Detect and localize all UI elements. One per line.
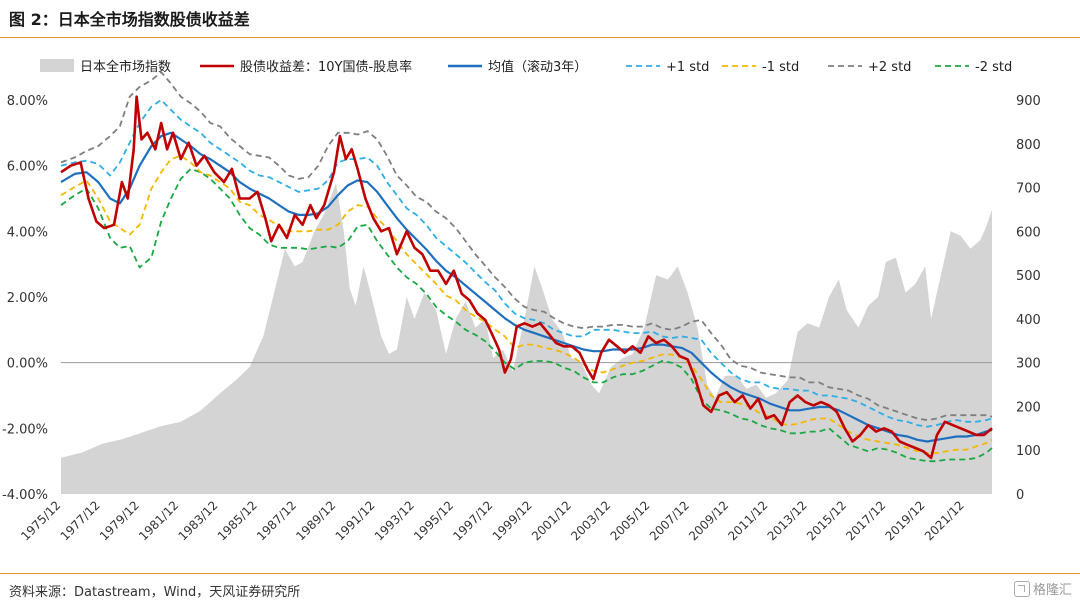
y-right-tick-label: 0 bbox=[1016, 488, 1024, 503]
legend-label-spread: 股债收益差：10Y国债-股息率 bbox=[240, 59, 412, 75]
y-axis-right: 900 800 700 600 500 400 300 200 100 0 bbox=[1016, 94, 1041, 503]
legend-item-plus2: +2 std bbox=[828, 60, 911, 75]
x-tick-label: 1991/12 bbox=[333, 498, 378, 543]
series-line-plus1 bbox=[60, 99, 993, 428]
x-tick-label: 2001/12 bbox=[529, 498, 574, 543]
x-tick-label: 1993/12 bbox=[372, 498, 417, 543]
x-tick-label: 2019/12 bbox=[882, 498, 927, 543]
y-right-tick-label: 400 bbox=[1016, 313, 1041, 328]
line-layer bbox=[60, 71, 993, 463]
watermark: 格隆汇 bbox=[1013, 579, 1072, 598]
legend-label-mean: 均值（滚动3年） bbox=[488, 59, 587, 75]
x-tick-label: 1989/12 bbox=[293, 498, 338, 543]
source-note: 资料来源：Datastream，Wind，天风证券研究所 bbox=[9, 585, 301, 600]
legend-swatch-index bbox=[40, 59, 74, 72]
x-tick-label: 2021/12 bbox=[922, 498, 967, 543]
watermark-text: 格隆汇 bbox=[1032, 583, 1072, 598]
spread-chart: 日本全市场指数 股债收益差：10Y国债-股息率 均值（滚动3年） +1 std -1 s… bbox=[2, 59, 1041, 543]
y-right-tick-label: 800 bbox=[1016, 138, 1041, 153]
series-line-minus2 bbox=[60, 167, 993, 463]
y-right-tick-label: 200 bbox=[1016, 400, 1041, 415]
index-area bbox=[61, 183, 992, 494]
legend-item-plus1: +1 std bbox=[626, 60, 709, 75]
x-tick-label: 2005/12 bbox=[608, 498, 653, 543]
series-line-plus2 bbox=[60, 71, 993, 422]
legend-label-minus2: -2 std bbox=[975, 60, 1012, 75]
x-tick-label: 1977/12 bbox=[58, 498, 103, 543]
y-right-tick-label: 300 bbox=[1016, 357, 1041, 372]
x-tick-label: 2013/12 bbox=[765, 498, 810, 543]
x-tick-label: 1979/12 bbox=[97, 498, 142, 543]
legend-label-plus1: +1 std bbox=[666, 60, 709, 75]
title-divider bbox=[0, 37, 1080, 38]
legend-item-minus2: -2 std bbox=[935, 60, 1012, 75]
y-left-tick-label: -4.00% bbox=[2, 488, 48, 503]
y-right-tick-label: 700 bbox=[1016, 182, 1041, 197]
legend-item-spread: 股债收益差：10Y国债-股息率 bbox=[200, 59, 412, 75]
series-line-minus1 bbox=[60, 154, 993, 454]
legend-item-index: 日本全市场指数 bbox=[40, 59, 171, 75]
x-tick-label: 1995/12 bbox=[411, 498, 456, 543]
legend-item-minus1: -1 std bbox=[722, 60, 799, 75]
x-tick-label: 2017/12 bbox=[843, 498, 888, 543]
header-bar: 图 2：日本全市场指数股债收益差 bbox=[0, 0, 1080, 34]
y-left-tick-label: 2.00% bbox=[7, 291, 48, 306]
x-tick-label: 1997/12 bbox=[450, 498, 495, 543]
y-left-tick-label: 0.00% bbox=[7, 357, 48, 372]
legend-label-minus1: -1 std bbox=[762, 60, 799, 75]
y-left-tick-label: -2.00% bbox=[2, 422, 48, 437]
x-tick-label: 1981/12 bbox=[136, 498, 181, 543]
y-left-tick-label: 8.00% bbox=[7, 94, 48, 109]
footer-divider bbox=[0, 573, 1080, 574]
y-axis-left: 8.00% 6.00% 4.00% 2.00% 0.00% -2.00% -4.00% bbox=[2, 94, 48, 503]
x-tick-label: 1975/12 bbox=[18, 498, 63, 543]
x-tick-label: 1987/12 bbox=[254, 498, 299, 543]
watermark-logo-icon bbox=[1013, 581, 1030, 597]
x-tick-label: 2011/12 bbox=[725, 498, 770, 543]
series-line-mean bbox=[60, 131, 993, 443]
y-right-tick-label: 900 bbox=[1016, 94, 1041, 109]
index-area-layer bbox=[61, 183, 992, 494]
x-tick-label: 1985/12 bbox=[215, 498, 260, 543]
x-axis: 1975/121977/121979/121981/121983/121985/… bbox=[18, 498, 967, 543]
legend: 日本全市场指数 股债收益差：10Y国债-股息率 均值（滚动3年） +1 std -1 s… bbox=[40, 59, 1012, 75]
y-left-tick-label: 4.00% bbox=[7, 225, 48, 240]
x-tick-label: 2003/12 bbox=[568, 498, 613, 543]
chart-title: 图 2：日本全市场指数股债收益差 bbox=[9, 10, 250, 29]
series-line-spread bbox=[60, 95, 993, 460]
legend-item-mean: 均值（滚动3年） bbox=[448, 59, 587, 75]
x-tick-label: 2015/12 bbox=[804, 498, 849, 543]
x-tick-label: 2007/12 bbox=[647, 498, 692, 543]
y-right-tick-label: 600 bbox=[1016, 225, 1041, 240]
legend-label-index: 日本全市场指数 bbox=[80, 59, 171, 75]
y-right-tick-label: 100 bbox=[1016, 444, 1041, 459]
x-tick-label: 2009/12 bbox=[686, 498, 731, 543]
legend-label-plus2: +2 std bbox=[868, 60, 911, 75]
y-left-tick-label: 6.00% bbox=[7, 160, 48, 175]
x-tick-label: 1983/12 bbox=[175, 498, 220, 543]
x-tick-label: 1999/12 bbox=[490, 498, 535, 543]
y-right-tick-label: 500 bbox=[1016, 269, 1041, 284]
